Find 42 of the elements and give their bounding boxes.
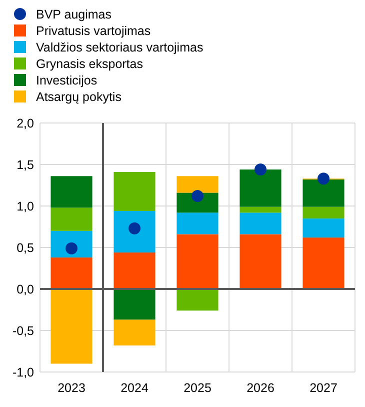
bar	[176, 176, 218, 193]
bar	[302, 179, 344, 207]
point	[318, 172, 330, 185]
y-tick-label: -1,0	[12, 366, 34, 380]
y-tick-label: 1,0	[16, 200, 34, 214]
point	[192, 190, 204, 202]
x-tick-label: 2025	[184, 381, 212, 395]
bar	[50, 176, 92, 208]
y-tick-label: 2,0	[16, 116, 34, 130]
bar	[114, 252, 156, 289]
legend-label: Grynasis eksportas	[36, 57, 143, 71]
bar	[302, 218, 344, 238]
bar	[176, 212, 218, 234]
bar	[114, 320, 156, 346]
bar	[176, 234, 218, 289]
bar	[50, 257, 92, 289]
legend-label: BVP augimas	[36, 8, 112, 22]
bar	[240, 212, 282, 234]
legend-label: Valdžios sektoriaus vartojimas	[36, 40, 204, 54]
legend-label: Investicijos	[36, 74, 98, 88]
legend-label: Atsargų pokytis	[36, 90, 122, 104]
x-tick-label: 2027	[310, 381, 338, 395]
legend-label: Privatusis vartojimas	[36, 24, 151, 38]
x-tick-label: 2023	[58, 381, 86, 395]
bar	[240, 234, 282, 289]
bar	[114, 289, 156, 320]
point	[254, 163, 266, 176]
bar	[302, 206, 344, 218]
bar	[240, 206, 282, 213]
bar	[114, 172, 156, 211]
y-tick-label: 0,0	[16, 282, 34, 296]
bar	[50, 208, 92, 231]
bar	[114, 210, 156, 252]
x-tick-label: 2026	[246, 381, 274, 395]
y-tick-label: 0,5	[16, 241, 34, 255]
bar	[302, 238, 344, 289]
bar	[240, 169, 282, 207]
bar	[50, 289, 92, 364]
x-tick-label: 2024	[120, 381, 148, 395]
y-tick-label: -0,5	[12, 324, 34, 338]
bar	[176, 289, 218, 311]
y-tick-label: 1,5	[16, 158, 34, 172]
